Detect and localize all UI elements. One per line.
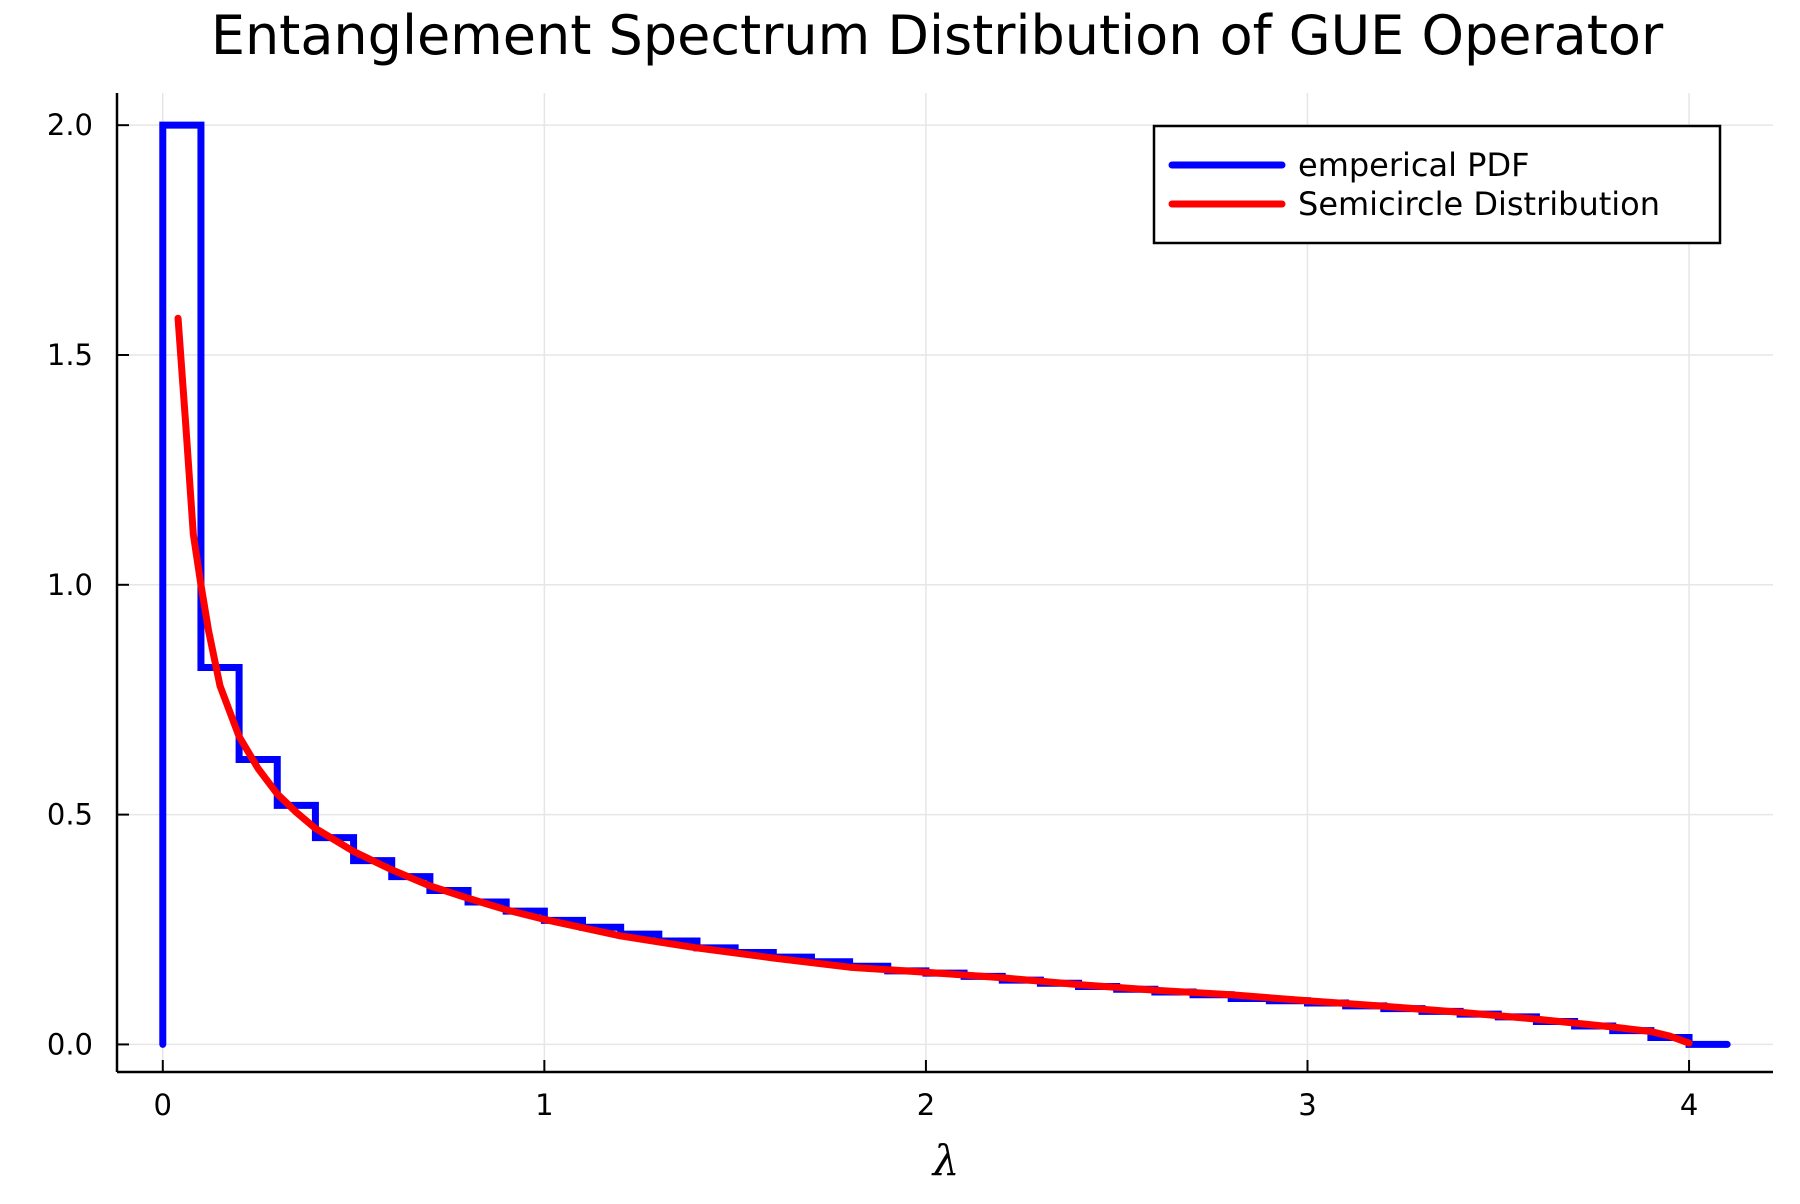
axes-layer	[115, 93, 1773, 1074]
x-tick-label-1: 1	[535, 1088, 553, 1122]
x-tick-labels: 0 1 2 3 4	[154, 1088, 1699, 1122]
y-tick-label-1: 0.5	[47, 798, 93, 832]
legend-label-semicircle: Semicircle Distribution	[1298, 185, 1660, 223]
x-tick-label-4: 4	[1680, 1088, 1698, 1122]
y-tick-labels: 0.0 0.5 1.0 1.5 2.0	[47, 108, 93, 1061]
y-tick-label-2: 1.0	[47, 568, 93, 602]
legend-label-emperical-pdf: emperical PDF	[1298, 146, 1530, 184]
x-tick-label-2: 2	[917, 1088, 935, 1122]
series-layer	[159, 121, 1731, 1048]
y-tick-label-4: 2.0	[47, 108, 93, 142]
y-tick-label-0: 0.0	[47, 1027, 93, 1061]
legend-box	[1152, 124, 1722, 245]
x-axis-label: λ	[931, 1136, 960, 1185]
legend: emperical PDF Semicircle Distribution	[1152, 124, 1722, 245]
series-semicircle-distribution	[174, 314, 1693, 1047]
x-tick-label-3: 3	[1298, 1088, 1316, 1122]
y-tick-label-3: 1.5	[47, 338, 93, 372]
chart-title: Entanglement Spectrum Distribution of GU…	[211, 4, 1664, 67]
x-tick-label-0: 0	[154, 1088, 172, 1122]
